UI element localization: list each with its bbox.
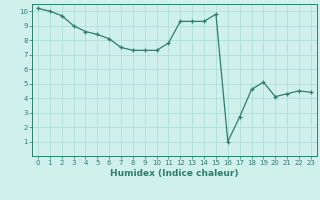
X-axis label: Humidex (Indice chaleur): Humidex (Indice chaleur) — [110, 169, 239, 178]
